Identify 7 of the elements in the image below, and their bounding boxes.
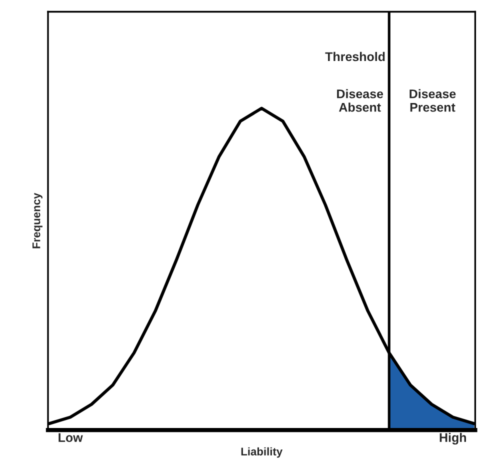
text: Threshold [325,52,385,62]
x-axis-title: Liability [241,447,283,458]
annotation: Disease Absent [337,89,384,112]
x-tick-label: Low [58,433,83,442]
x-tick-label: High [440,432,466,445]
annotation: Disease Present [410,89,456,112]
y-axis-title: Frequency [32,192,42,248]
